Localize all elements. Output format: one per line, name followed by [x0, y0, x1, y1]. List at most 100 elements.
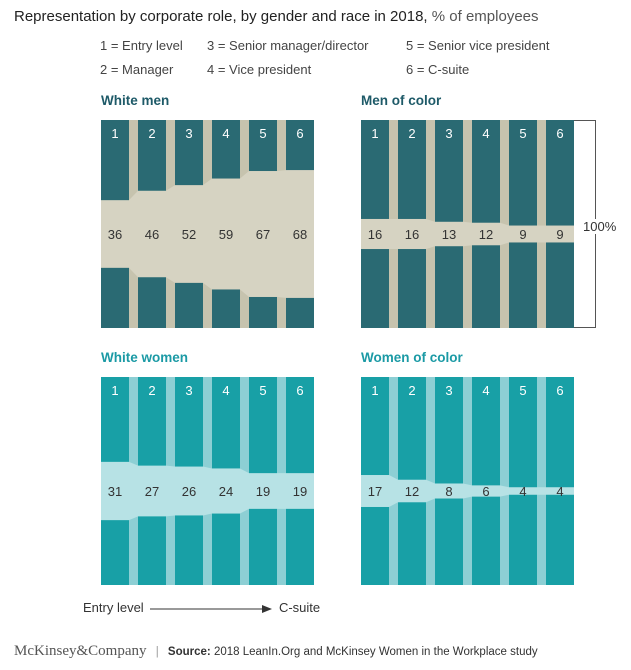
- connector-band: [389, 475, 398, 507]
- panel-title-women-of-color: Women of color: [361, 350, 463, 365]
- category-label: 4: [222, 383, 229, 398]
- category-label: 1: [371, 126, 378, 141]
- bar-share: [249, 171, 277, 297]
- panel-title-white-women: White women: [101, 350, 188, 365]
- bar-share: [435, 221, 463, 247]
- value-label: 16: [368, 227, 382, 242]
- value-label: 26: [182, 484, 196, 499]
- value-label: 27: [145, 484, 159, 499]
- footer-separator: |: [155, 646, 159, 658]
- value-label: 16: [405, 227, 419, 242]
- bar-share: [286, 170, 314, 298]
- axis-direction-note: Entry level C-suite: [83, 600, 320, 615]
- connector-band: [240, 468, 249, 514]
- bar-share: [398, 479, 426, 503]
- category-label: 4: [222, 126, 229, 141]
- legend-item-entry-level: 1 = Entry level: [100, 38, 183, 53]
- category-label: 5: [519, 383, 526, 398]
- chart-title-unit: % of employees: [431, 8, 539, 25]
- connector-band: [500, 222, 509, 246]
- bar-share: [472, 485, 500, 497]
- bar-share: [212, 468, 240, 514]
- value-label: 19: [256, 484, 270, 499]
- connector-band: [129, 461, 138, 521]
- bar-share: [212, 178, 240, 290]
- bar-track: [435, 377, 463, 585]
- axis-arrow-icon: [150, 604, 273, 613]
- category-label: 6: [296, 126, 303, 141]
- source-label: Source:: [167, 646, 211, 658]
- category-label: 1: [371, 383, 378, 398]
- bar-share: [101, 200, 129, 268]
- connector-band: [203, 178, 212, 290]
- value-label: 59: [219, 227, 233, 242]
- value-label: 9: [519, 227, 526, 242]
- value-label: 46: [145, 227, 159, 242]
- chart-white-men: 1 36 2 46 3 52 4 59 5 67 6 68: [101, 120, 314, 328]
- bar-track: [546, 120, 574, 328]
- connector-band: [166, 465, 175, 517]
- bar-share: [509, 225, 537, 243]
- panel-title-white-men: White men: [101, 93, 170, 108]
- value-label: 8: [445, 484, 452, 499]
- category-label: 6: [556, 126, 563, 141]
- category-label: 5: [259, 383, 266, 398]
- value-label: 67: [256, 227, 270, 242]
- connector-band: [389, 218, 398, 250]
- axis-start-label: Entry level: [83, 600, 144, 615]
- bar-share: [546, 487, 574, 495]
- category-label: 3: [185, 383, 192, 398]
- connector-band: [426, 479, 435, 503]
- bar-track: [509, 120, 537, 328]
- connector-band: [537, 487, 546, 495]
- connector-band: [129, 190, 138, 278]
- legend-item-senior-vice-president: 5 = Senior vice president: [406, 38, 550, 53]
- connector-band: [426, 218, 435, 250]
- panel-title-men-of-color: Men of color: [361, 93, 442, 108]
- value-label: 24: [219, 484, 233, 499]
- value-label: 17: [368, 484, 382, 499]
- connector-band: [537, 225, 546, 243]
- value-label: 12: [405, 484, 419, 499]
- category-label: 6: [296, 383, 303, 398]
- connector-band: [500, 485, 509, 497]
- connector-band: [240, 171, 249, 297]
- category-label: 3: [445, 126, 452, 141]
- bar-share: [175, 466, 203, 516]
- value-label: 36: [108, 227, 122, 242]
- category-label: 2: [148, 126, 155, 141]
- category-label: 1: [111, 383, 118, 398]
- value-label: 9: [556, 227, 563, 242]
- bar-share: [546, 225, 574, 243]
- value-label: 52: [182, 227, 196, 242]
- value-label: 4: [556, 484, 563, 499]
- bar-track: [472, 377, 500, 585]
- category-label: 4: [482, 383, 489, 398]
- brand-logo: McKinsey&Company: [14, 643, 147, 659]
- bracket-label: 100%: [582, 219, 618, 234]
- bar-share: [101, 461, 129, 521]
- connector-band: [166, 185, 175, 283]
- value-label: 12: [479, 227, 493, 242]
- value-label: 4: [519, 484, 526, 499]
- value-label: 19: [293, 484, 307, 499]
- chart-women-of-color: 1 17 2 12 3 8 4 6 5 4 6 4: [361, 377, 574, 585]
- bar-share: [138, 190, 166, 278]
- bar-track: [546, 377, 574, 585]
- footer: McKinsey&Company | Source: 2018 LeanIn.O…: [14, 643, 538, 660]
- chart-title-main: Representation by corporate role, by gen…: [14, 8, 428, 25]
- bar-share: [361, 475, 389, 507]
- value-label: 13: [442, 227, 456, 242]
- bar-share: [286, 473, 314, 509]
- bar-share: [361, 218, 389, 250]
- connector-band: [277, 473, 286, 509]
- legend-item-senior-manager: 3 = Senior manager/director: [207, 38, 369, 53]
- legend-item-c-suite: 6 = C-suite: [406, 62, 470, 77]
- bar-share: [435, 483, 463, 499]
- category-label: 3: [445, 383, 452, 398]
- legend-item-manager: 2 = Manager: [100, 62, 174, 77]
- category-label: 2: [408, 126, 415, 141]
- value-label: 6: [482, 484, 489, 499]
- axis-end-label: C-suite: [278, 600, 321, 615]
- chart-men-of-color: 1 16 2 16 3 13 4 12 5 9 6 9: [361, 120, 574, 328]
